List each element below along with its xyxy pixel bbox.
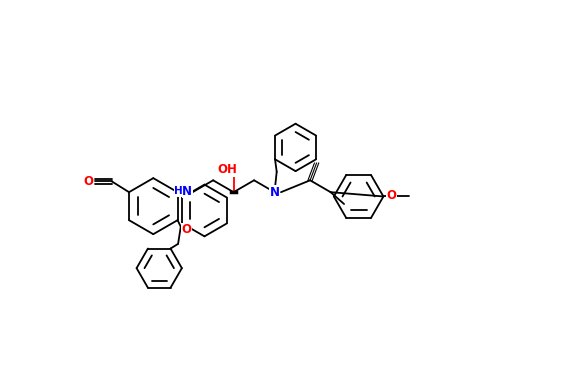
- Text: N: N: [270, 186, 279, 199]
- Text: O: O: [181, 223, 191, 236]
- Text: O: O: [386, 189, 396, 203]
- Text: N: N: [182, 185, 192, 198]
- Text: OH: OH: [217, 163, 237, 176]
- Text: O: O: [83, 175, 93, 188]
- Text: H: H: [175, 186, 183, 196]
